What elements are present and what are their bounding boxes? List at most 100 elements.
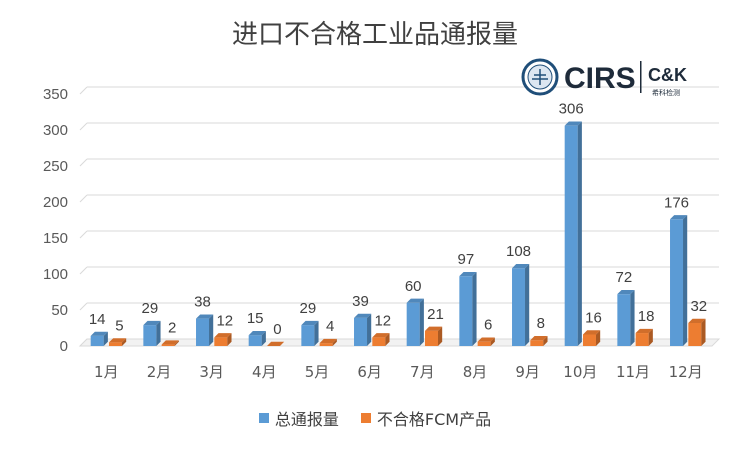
logo-partner: C&K bbox=[648, 65, 687, 85]
data-label: 6 bbox=[484, 317, 492, 334]
y-tick-label: 50 bbox=[51, 302, 68, 319]
bar-0-9 bbox=[564, 125, 578, 347]
x-tick-label: 3月 bbox=[199, 363, 224, 381]
logo-brand: CIRS bbox=[564, 62, 636, 95]
bar-0-11 bbox=[670, 219, 684, 346]
bar-side-0-8 bbox=[525, 264, 530, 346]
x-tick-label: 5月 bbox=[305, 363, 330, 381]
bar-top-1-6 bbox=[424, 326, 443, 331]
bar-top-1-9 bbox=[582, 330, 601, 335]
bar-top-0-3 bbox=[248, 331, 266, 336]
bar-side-1-6 bbox=[437, 326, 443, 346]
legend-label-total: 总通报量 bbox=[274, 410, 339, 429]
bar-1-10 bbox=[635, 333, 649, 346]
y-axis-ticks: 0 50 100 150 200 250 300 350 bbox=[43, 86, 68, 355]
bar-top-0-9 bbox=[564, 121, 582, 126]
bar-side-1-8 bbox=[543, 336, 548, 346]
bar-side-1-11 bbox=[701, 318, 706, 346]
legend: 总通报量 不合格FCM产品 bbox=[0, 406, 750, 430]
bar-side-1-2 bbox=[227, 333, 232, 346]
bar-top-0-11 bbox=[670, 215, 688, 220]
data-label: 12 bbox=[374, 312, 391, 329]
data-label: 16 bbox=[585, 309, 602, 326]
bar-side-1-1 bbox=[174, 340, 179, 346]
bar-1-5 bbox=[372, 337, 386, 346]
bar-side-0-5 bbox=[367, 313, 372, 346]
data-label: 5 bbox=[115, 317, 123, 334]
data-label: 29 bbox=[142, 300, 159, 317]
bar-side-1-7 bbox=[490, 337, 495, 346]
bar-side-0-0 bbox=[103, 331, 108, 346]
data-label: 14 bbox=[89, 311, 106, 328]
x-tick-label: 4月 bbox=[252, 363, 277, 381]
bar-side-0-3 bbox=[261, 331, 266, 346]
data-label: 38 bbox=[194, 294, 211, 311]
bar-side-0-7 bbox=[472, 271, 477, 346]
bar-side-1-10 bbox=[648, 328, 653, 346]
x-tick-label: 11月 bbox=[616, 363, 650, 381]
bar-side-0-9 bbox=[577, 121, 582, 346]
company-logo: CIRS C&K 希科检测 bbox=[521, 58, 687, 97]
gridline-side bbox=[79, 122, 88, 131]
y-tick-label: 100 bbox=[43, 266, 68, 283]
x-tick-label: 10月 bbox=[563, 363, 597, 381]
bar-0-6 bbox=[406, 302, 420, 346]
bar-top-1-0 bbox=[108, 338, 127, 343]
bar-side-1-0 bbox=[121, 338, 127, 346]
bar-0-5 bbox=[354, 317, 368, 346]
bar-0-7 bbox=[459, 276, 473, 346]
gridline-side bbox=[79, 194, 88, 203]
legend-item-fcm: 不合格FCM产品 bbox=[360, 406, 491, 430]
data-label: 72 bbox=[616, 269, 633, 286]
data-label: 21 bbox=[427, 306, 444, 323]
x-tick-label: 9月 bbox=[515, 363, 540, 381]
bar-0-1 bbox=[143, 325, 157, 346]
x-tick-label: 1月 bbox=[94, 363, 119, 381]
bar-top-0-7 bbox=[459, 271, 477, 277]
data-label: 306 bbox=[559, 101, 584, 118]
bar-0-4 bbox=[301, 325, 315, 346]
data-label: 2 bbox=[168, 320, 176, 337]
bar-side-0-1 bbox=[156, 320, 161, 346]
bar-side-0-4 bbox=[314, 320, 319, 346]
bar-0-2 bbox=[196, 318, 210, 346]
gridline-side bbox=[79, 302, 88, 311]
bar-top-1-7 bbox=[477, 337, 495, 342]
bar-top-0-2 bbox=[196, 314, 214, 319]
bar-1-11 bbox=[688, 322, 702, 346]
data-label: 32 bbox=[690, 298, 707, 315]
y-tick-label: 150 bbox=[43, 230, 68, 247]
legend-item-total: 总通报量 bbox=[258, 406, 339, 430]
bar-1-6 bbox=[424, 330, 438, 346]
data-label: 18 bbox=[638, 308, 655, 325]
gridline-side bbox=[79, 230, 88, 239]
bar-side-0-6 bbox=[419, 298, 424, 346]
chart-title: 进口不合格工业品通报量 bbox=[231, 20, 518, 50]
x-tick-label: 7月 bbox=[410, 363, 435, 381]
bar-1-1 bbox=[161, 344, 175, 346]
y-tick-label: 300 bbox=[43, 122, 68, 139]
bar-1-0 bbox=[108, 342, 122, 346]
bar-top-0-5 bbox=[354, 313, 372, 318]
bar-side-0-10 bbox=[630, 289, 635, 346]
bar-0-8 bbox=[512, 268, 526, 346]
data-label: 0 bbox=[273, 321, 281, 338]
bar-0-10 bbox=[617, 294, 631, 346]
y-tick-label: 0 bbox=[60, 338, 68, 355]
bar-top-1-2 bbox=[214, 333, 232, 338]
data-label: 8 bbox=[537, 315, 545, 332]
x-tick-label: 12月 bbox=[669, 363, 703, 381]
data-label: 97 bbox=[458, 251, 475, 268]
bar-top-0-6 bbox=[406, 298, 424, 303]
bar-1-4 bbox=[319, 343, 333, 346]
bar-1-8 bbox=[530, 340, 544, 346]
gridline-side bbox=[79, 266, 88, 275]
bar-top-1-10 bbox=[635, 328, 653, 334]
data-labels: 14 5 29 2 38 12 15 0 29 4 39 12 60 21 97 6 108 8 306 16 72 18… bbox=[89, 101, 707, 338]
data-label: 176 bbox=[664, 194, 689, 211]
bar-1-2 bbox=[214, 337, 228, 346]
legend-swatch-total bbox=[258, 413, 269, 423]
data-label: 15 bbox=[247, 310, 264, 327]
bar-side-0-11 bbox=[683, 215, 688, 346]
